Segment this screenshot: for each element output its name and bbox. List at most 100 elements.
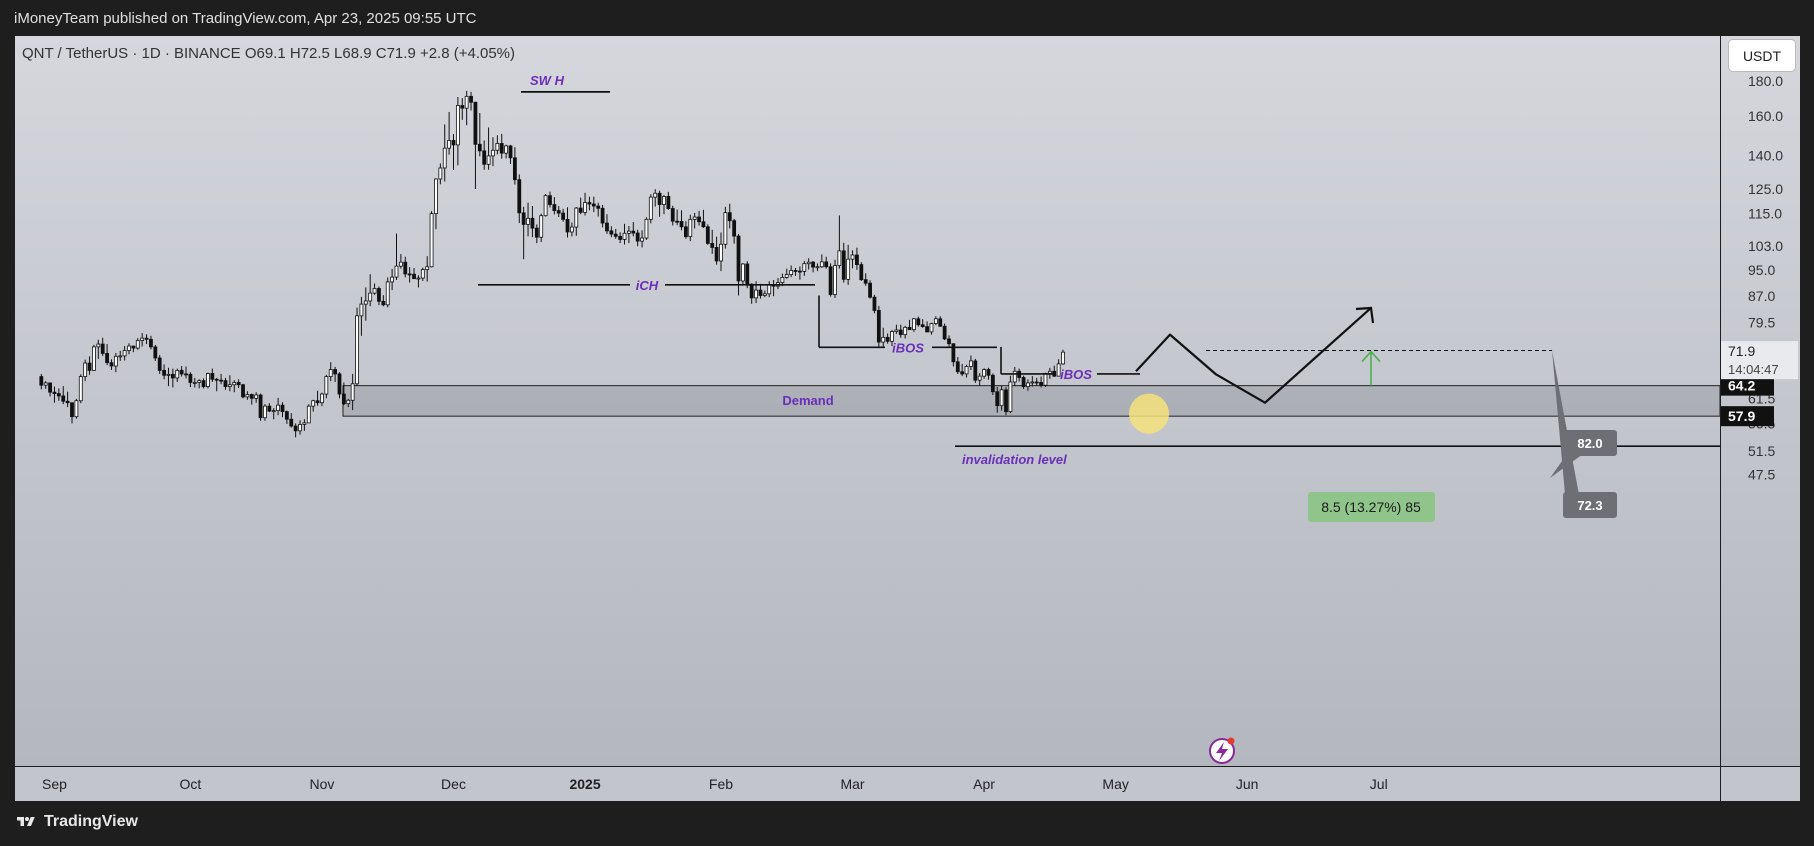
candle bbox=[670, 205, 675, 226]
candle bbox=[328, 362, 333, 382]
candle-body-down bbox=[995, 391, 1000, 407]
candle bbox=[969, 355, 973, 370]
zone-bottom-price-tag[interactable]: 57.9 bbox=[1721, 406, 1774, 427]
candle bbox=[986, 367, 991, 380]
candle-body-down bbox=[605, 222, 609, 232]
time-axis[interactable] bbox=[15, 767, 1720, 801]
candle bbox=[385, 277, 390, 308]
candle bbox=[105, 344, 109, 366]
candle bbox=[407, 267, 412, 283]
tradingview-logo[interactable]: TradingView bbox=[14, 813, 138, 831]
candle-body-up bbox=[815, 266, 820, 269]
candle bbox=[271, 408, 276, 420]
zone-top-price-tag[interactable]: 64.2 bbox=[1721, 375, 1774, 396]
candle bbox=[653, 189, 658, 207]
candle-body-up bbox=[434, 178, 438, 215]
candle bbox=[688, 214, 693, 242]
candle-body-up bbox=[442, 147, 447, 169]
candle bbox=[122, 346, 127, 361]
candle bbox=[837, 215, 842, 269]
candle bbox=[276, 397, 281, 416]
candle-body-up bbox=[398, 261, 403, 267]
projection-level-tag[interactable]: 72.3 bbox=[1552, 350, 1617, 518]
candle-body-up bbox=[324, 376, 329, 395]
candle-body-down bbox=[149, 338, 153, 348]
time-tick-label: 2025 bbox=[569, 776, 600, 792]
candle bbox=[833, 259, 837, 298]
candle bbox=[372, 283, 377, 295]
candle bbox=[1034, 377, 1039, 386]
candle-body-down bbox=[258, 394, 263, 419]
candle-body-up bbox=[306, 405, 311, 424]
candle-body-up bbox=[933, 318, 938, 324]
candle bbox=[530, 206, 535, 238]
candle bbox=[741, 263, 745, 285]
candle bbox=[574, 207, 579, 236]
candle-body-up bbox=[425, 266, 430, 270]
candle-body-up bbox=[583, 202, 587, 213]
candle-body-up bbox=[1026, 382, 1030, 387]
projection-level-tag-pointer bbox=[1552, 350, 1583, 516]
price-axis[interactable] bbox=[1721, 36, 1800, 766]
demand-zone[interactable] bbox=[342, 385, 1720, 417]
projection-high-tag[interactable]: 82.0 bbox=[1550, 430, 1617, 478]
candle-body-up bbox=[819, 261, 824, 268]
candle-body-up bbox=[232, 382, 237, 386]
candle bbox=[135, 338, 140, 350]
candle-body-down bbox=[868, 282, 872, 298]
candle-body-down bbox=[732, 220, 737, 237]
candle-body-down bbox=[600, 207, 605, 224]
currency-button[interactable]: USDT bbox=[1728, 39, 1796, 72]
candle bbox=[675, 209, 680, 226]
candle bbox=[302, 419, 307, 431]
candle bbox=[868, 280, 872, 299]
candle bbox=[640, 230, 644, 248]
candle-body-up bbox=[271, 410, 276, 413]
candle bbox=[776, 278, 780, 290]
candle bbox=[697, 210, 701, 226]
projection-path[interactable] bbox=[1135, 307, 1372, 404]
candle-body-up bbox=[719, 243, 723, 262]
candle bbox=[381, 295, 386, 307]
candle-body-down bbox=[793, 270, 798, 272]
candle bbox=[491, 137, 495, 167]
candle-body-down bbox=[798, 270, 802, 273]
candle bbox=[434, 178, 438, 230]
candle bbox=[912, 318, 916, 332]
candle bbox=[241, 383, 245, 399]
swing-high-label: SW H bbox=[530, 73, 565, 88]
candle bbox=[170, 368, 175, 388]
candle bbox=[1017, 368, 1022, 382]
tradingview-logo-icon bbox=[17, 817, 35, 826]
candle-body-down bbox=[684, 226, 688, 238]
candle bbox=[166, 367, 171, 387]
candle-body-up bbox=[302, 422, 307, 425]
candle bbox=[420, 267, 425, 281]
candle-body-up bbox=[903, 326, 908, 336]
candle bbox=[727, 203, 732, 229]
candle-body-down bbox=[280, 404, 285, 413]
candle bbox=[100, 337, 105, 356]
candle-body-up bbox=[447, 140, 452, 149]
candle bbox=[1026, 379, 1030, 391]
current-price-tag[interactable]: 71.9 14:04:47 bbox=[1721, 341, 1798, 380]
candle-body-up bbox=[653, 192, 658, 198]
candle bbox=[863, 273, 868, 286]
wick-highlight-circle[interactable] bbox=[1129, 393, 1169, 434]
measure-label[interactable]: 8.5 (13.27%) 85 bbox=[1308, 492, 1435, 522]
candle-body-up bbox=[881, 336, 886, 343]
candle-body-down bbox=[670, 208, 675, 222]
time-tick-label: Mar bbox=[840, 776, 864, 792]
tradingview-logo-text: TradingView bbox=[44, 813, 138, 830]
candle bbox=[876, 305, 881, 347]
candle-body-down bbox=[631, 230, 636, 234]
candle-body-down bbox=[499, 143, 504, 154]
candle-body-up bbox=[964, 366, 969, 375]
candle-body-down bbox=[960, 371, 965, 375]
candle bbox=[65, 391, 70, 408]
candle-body-up bbox=[135, 340, 140, 349]
candle bbox=[587, 196, 592, 211]
candle bbox=[162, 364, 166, 380]
lightning-badge-icon[interactable] bbox=[1209, 737, 1235, 764]
